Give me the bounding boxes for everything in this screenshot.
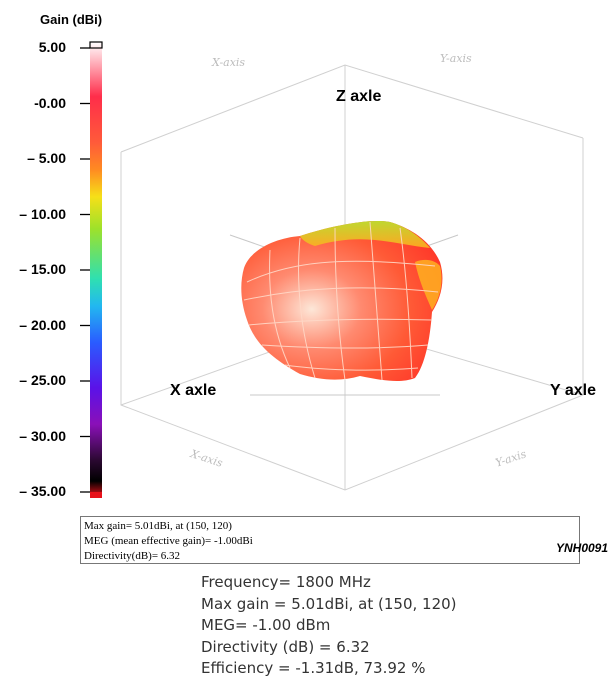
pattern-mesh bbox=[243, 221, 439, 381]
radiation-pattern-plot bbox=[120, 64, 584, 491]
colorbar-tick-label: – 15.00 bbox=[19, 261, 66, 277]
colorbar bbox=[80, 41, 103, 498]
colorbar-bottom-marker bbox=[90, 492, 102, 498]
caption-meg: MEG= -1.00 dBm bbox=[201, 616, 331, 634]
x-axle-label: X axle bbox=[170, 382, 217, 399]
colorbar-tick-label: – 10.00 bbox=[19, 205, 66, 222]
pattern-body bbox=[241, 220, 443, 382]
colorbar-tick-label: – 20.00 bbox=[19, 316, 66, 333]
info-max-gain: Max gain= 5.01dBi, at (150, 120) bbox=[84, 520, 232, 532]
legend-title: Gain (dBi) bbox=[40, 12, 103, 27]
faint-axis-label-top-right: Y-axis bbox=[440, 52, 472, 65]
caption-efficiency: Efficiency = -1.31dB, 73.92 % bbox=[201, 659, 426, 677]
colorbar-tick-label: – 25.00 bbox=[19, 372, 66, 388]
colorbar-top-marker bbox=[89, 41, 103, 49]
z-axle-label: Z axle bbox=[336, 88, 382, 105]
image-code: YNH0091 bbox=[556, 541, 609, 555]
y-axle-label: Y axle bbox=[550, 382, 596, 399]
caption: Frequency= 1800 MHz Max gain = 5.01dBi, … bbox=[201, 572, 457, 680]
colorbar-tick-label: -0.00 bbox=[34, 94, 66, 111]
info-box: Max gain= 5.01dBi, at (150, 120) MEG (me… bbox=[80, 516, 580, 564]
info-meg: MEG (mean effective gain)= -1.00dBi bbox=[84, 535, 253, 547]
colorbar-gradient bbox=[90, 42, 102, 497]
bounding-box bbox=[120, 64, 584, 491]
caption-frequency: Frequency= 1800 MHz bbox=[201, 573, 371, 591]
pattern-top-cap bbox=[300, 220, 430, 248]
caption-directivity: Directivity (dB) = 6.32 bbox=[201, 637, 370, 656]
colorbar-tick-label: – 30.00 bbox=[19, 427, 66, 444]
colorbar-tick-label: – 35.00 bbox=[19, 483, 66, 499]
caption-max-gain: Max gain = 5.01dBi, at (150, 120) bbox=[201, 594, 457, 613]
pattern-right-edge bbox=[415, 259, 442, 310]
radiation-pattern-surface bbox=[241, 220, 443, 382]
info-directivity: Directivity(dB)= 6.32 bbox=[84, 550, 181, 562]
faint-axis-label-top-left: X-axis bbox=[212, 56, 246, 69]
colorbar-tick-label: 5.00 bbox=[38, 39, 66, 55]
colorbar-tick-label: – 5.00 bbox=[27, 150, 66, 166]
